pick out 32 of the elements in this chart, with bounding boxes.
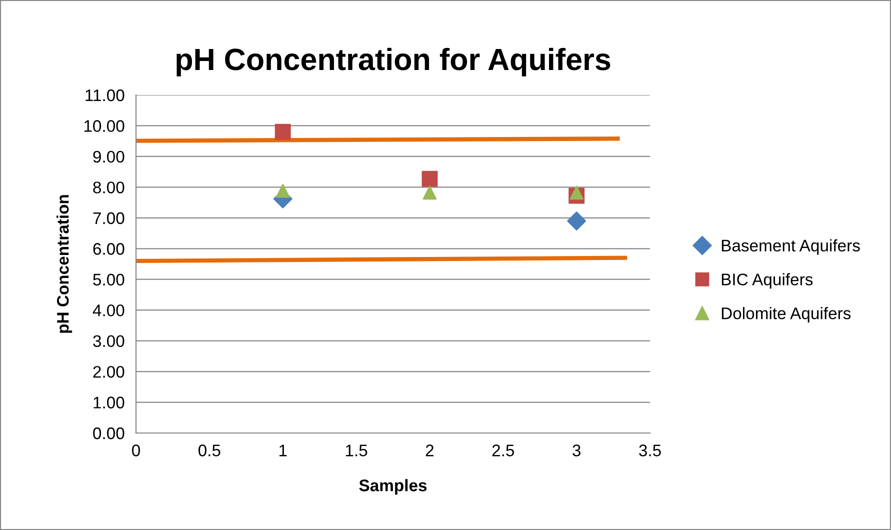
x-tick-label: 3	[572, 444, 580, 456]
y-tick-label: 1.00	[94, 396, 124, 408]
y-tick-label: 10.00	[84, 120, 124, 132]
x-tick-label: 2.5	[492, 444, 514, 456]
y-tick-label: 7.00	[93, 212, 124, 224]
y-tick-label: 4.00	[92, 304, 124, 316]
point	[274, 124, 291, 140]
y-tick-label: 5.00	[93, 274, 124, 286]
y-tick-label: 9.00	[93, 150, 124, 163]
legend-label: Dolomite Aquifers	[722, 307, 851, 323]
y-tick-label: 2.00	[93, 366, 124, 378]
y-tick-label: 6.00	[93, 243, 124, 255]
x-tick-label: 1	[279, 444, 287, 456]
x-tick-label: 0.5	[198, 444, 220, 456]
point	[276, 184, 290, 198]
point	[422, 186, 437, 200]
chart-title: pH Concentration for Aquifers	[176, 48, 610, 76]
x-tick-label: 1.5	[346, 444, 368, 456]
y-tick-label: 8.00	[93, 182, 124, 194]
x-tick-label: 2	[426, 444, 434, 456]
x-axis-title: Samples	[359, 479, 427, 495]
point	[422, 170, 438, 187]
y-tick-label: 3.00	[93, 335, 124, 348]
legend-label: Basement Aquifers	[722, 239, 860, 255]
x-tick-label: 3.5	[639, 444, 661, 456]
legend-label: BIC Aquifers	[722, 273, 813, 289]
x-tick-label: 0	[132, 444, 140, 456]
y-tick-label: 11.00	[86, 89, 124, 102]
point	[570, 186, 584, 200]
y-axis-title: pH Concentration	[56, 195, 72, 333]
y-tick-label: 0.00	[93, 427, 124, 440]
point	[567, 212, 586, 230]
